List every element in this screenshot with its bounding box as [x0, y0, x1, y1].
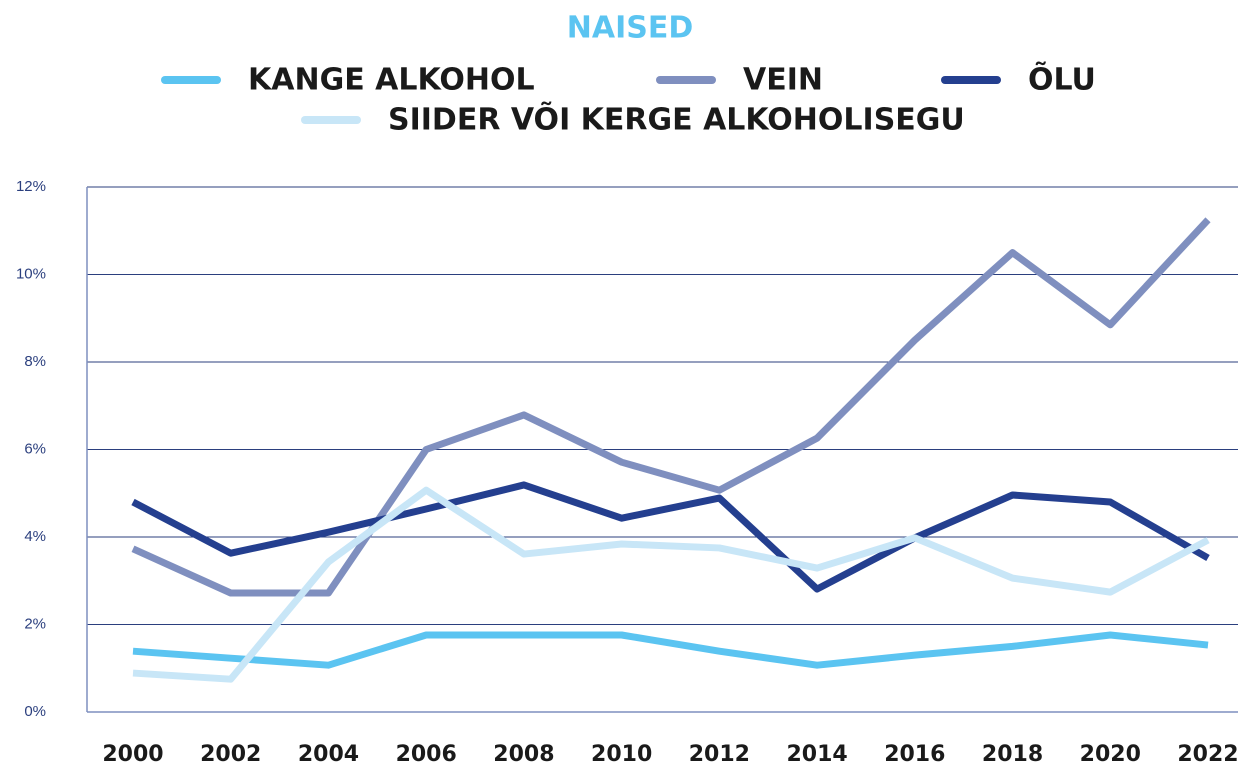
chart-title: NAISED: [567, 11, 694, 46]
y-tick-label: 10%: [16, 265, 46, 282]
y-tick-label: 6%: [24, 440, 46, 457]
series-line: [132, 631, 1209, 669]
x-tick-label: 2016: [884, 742, 945, 764]
legend-label: KANGE ALKOHOL: [248, 63, 535, 98]
legend-label: VEIN: [743, 63, 823, 98]
x-tick-label: 2014: [786, 742, 847, 764]
y-tick-label: 0%: [24, 703, 46, 720]
x-tick-label: 2002: [200, 742, 261, 764]
y-tick-label: 4%: [24, 528, 46, 545]
y-tick-label: 2%: [24, 615, 46, 632]
series-line: [131, 217, 1211, 597]
x-tick-label: 2010: [591, 742, 652, 764]
legend-label: SIIDER VÕI KERGE ALKOHOLISEGU: [388, 101, 965, 138]
x-tick-label: 2004: [298, 742, 359, 764]
legend-label: ÕLU: [1028, 61, 1096, 98]
x-tick-label: 2008: [493, 742, 554, 764]
x-tick-label: 2022: [1177, 742, 1238, 764]
y-tick-label: 12%: [16, 178, 46, 195]
series-line: [132, 486, 1210, 683]
x-tick-label: 2006: [396, 742, 457, 764]
y-tick-label: 8%: [24, 353, 46, 370]
series-line: [131, 481, 1210, 593]
x-tick-label: 2012: [689, 742, 750, 764]
x-tick-label: 2018: [982, 742, 1043, 764]
x-tick-label: 2020: [1080, 742, 1141, 764]
x-tick-label: 2000: [102, 742, 163, 764]
